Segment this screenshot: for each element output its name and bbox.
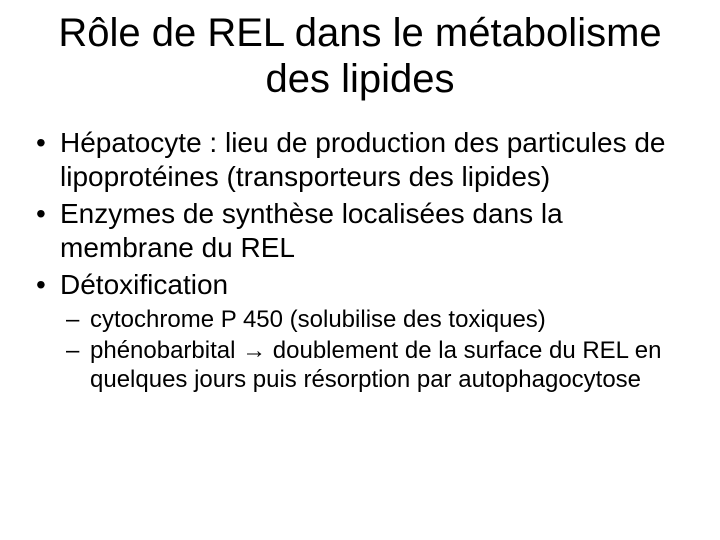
bullet-text: Enzymes de synthèse localisées dans la m… bbox=[60, 198, 563, 263]
slide-title: Rôle de REL dans le métabolisme des lipi… bbox=[30, 10, 690, 102]
sub-list-item: cytochrome P 450 (solubilise des toxique… bbox=[60, 306, 690, 335]
sub-list-item: phénobarbital → doublement de la surface… bbox=[60, 337, 690, 395]
bullet-text: Détoxification bbox=[60, 269, 228, 300]
bullet-text: Hépatocyte : lieu de production des part… bbox=[60, 127, 666, 192]
list-item: Hépatocyte : lieu de production des part… bbox=[30, 126, 690, 193]
sub-bullet-text: cytochrome P 450 (solubilise des toxique… bbox=[90, 306, 546, 333]
slide: Rôle de REL dans le métabolisme des lipi… bbox=[0, 0, 720, 540]
list-item: Détoxification cytochrome P 450 (solubil… bbox=[30, 268, 690, 394]
sub-list: cytochrome P 450 (solubilise des toxique… bbox=[60, 306, 690, 394]
list-item: Enzymes de synthèse localisées dans la m… bbox=[30, 197, 690, 264]
sub-bullet-text: phénobarbital → doublement de la surface… bbox=[90, 337, 662, 393]
bullet-list: Hépatocyte : lieu de production des part… bbox=[30, 126, 690, 394]
